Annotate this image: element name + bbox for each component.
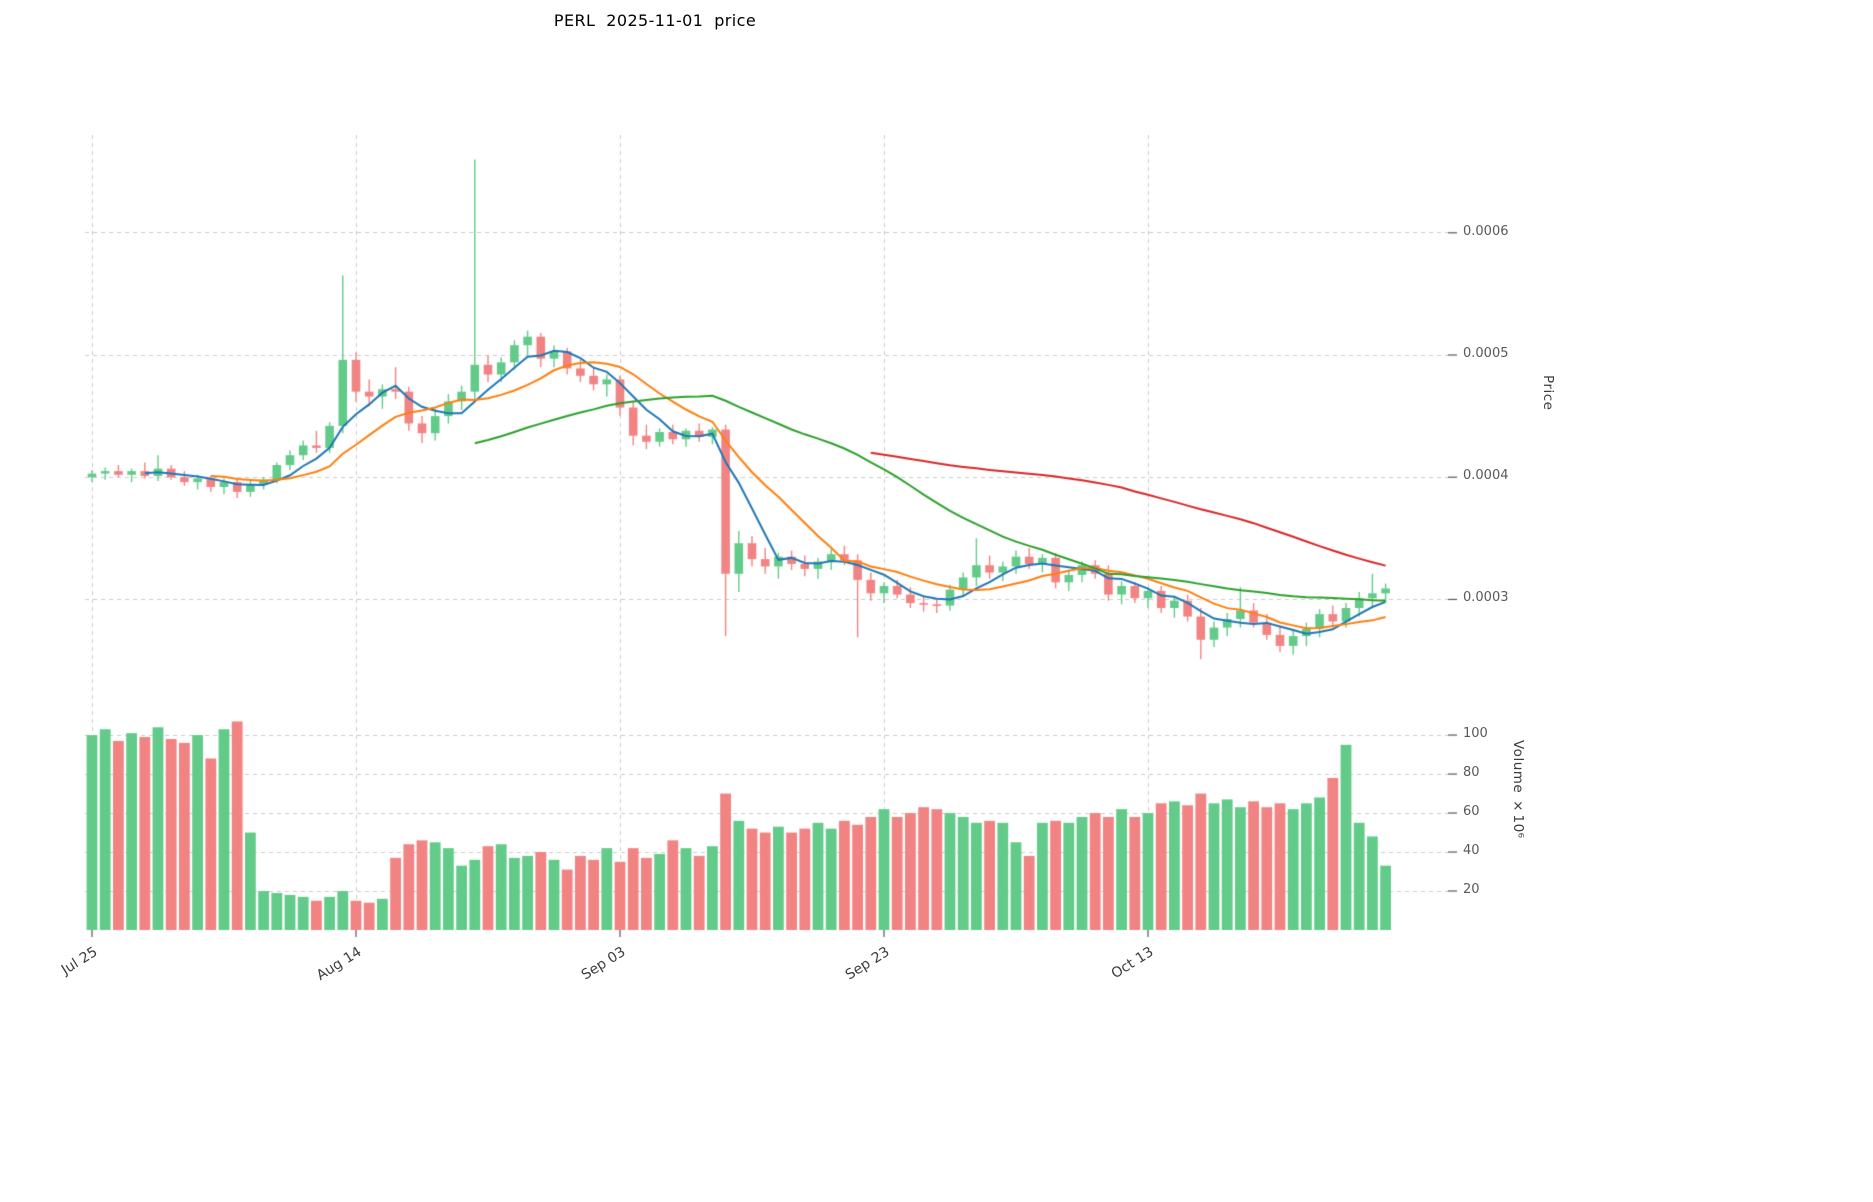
- price-tick-label: 0.0004: [1463, 468, 1509, 484]
- volume-tick-label: 40: [1463, 843, 1480, 859]
- volume-tick-label: 80: [1463, 765, 1480, 781]
- price-tick-label: 0.0006: [1463, 223, 1509, 239]
- chart-title: PERL 2025-11-01 price: [553, 11, 757, 30]
- volume-tick-label: 20: [1463, 882, 1480, 898]
- volume-tick-label: 100: [1463, 726, 1488, 742]
- price-axis-title: Price: [1540, 375, 1556, 411]
- volume-tick-label: 60: [1463, 804, 1480, 820]
- volume-axis-title: Volume ×10⁶: [1510, 740, 1526, 839]
- price-tick-label: 0.0003: [1463, 590, 1509, 606]
- price-tick-label: 0.0005: [1463, 346, 1509, 361]
